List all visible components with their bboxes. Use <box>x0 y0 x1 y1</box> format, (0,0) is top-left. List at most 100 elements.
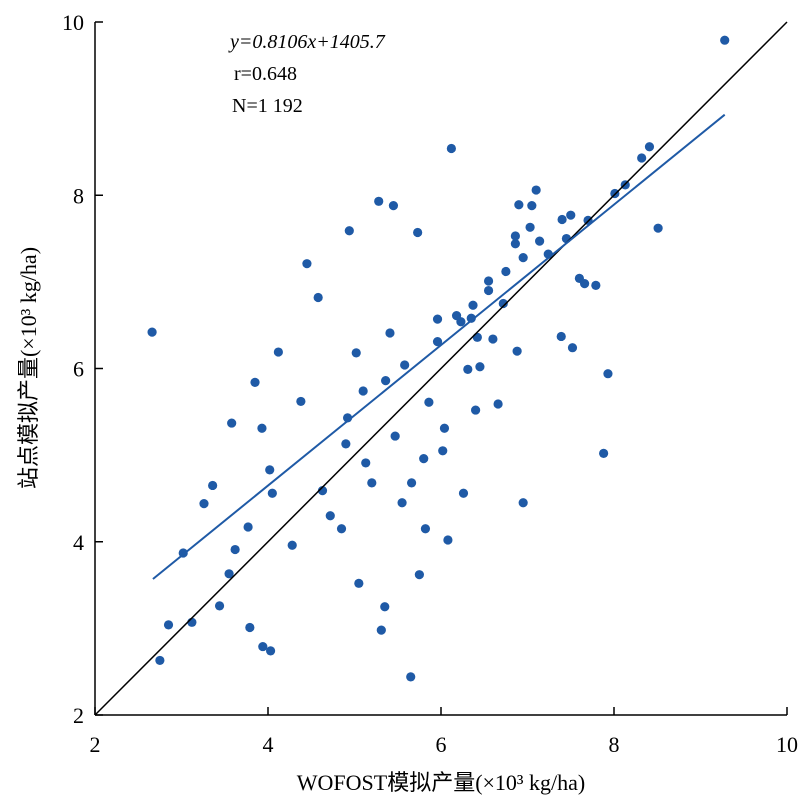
data-point <box>579 279 590 289</box>
data-point <box>406 478 417 488</box>
data-point <box>257 423 267 433</box>
data-point <box>557 214 567 225</box>
data-point <box>531 185 541 195</box>
data-point <box>424 397 434 407</box>
data-point <box>637 153 647 163</box>
data-point <box>380 602 390 612</box>
data-point <box>501 266 511 277</box>
annotation-n: N=1 192 <box>232 95 303 117</box>
data-point <box>325 511 335 521</box>
data-point <box>471 405 481 415</box>
data-point <box>243 522 253 532</box>
data-point <box>468 300 478 310</box>
data-point <box>518 498 528 508</box>
data-point <box>512 346 522 356</box>
data-point <box>187 617 197 627</box>
data-point <box>510 239 520 249</box>
y-tick-label: 10 <box>62 10 84 35</box>
annotation-equation: y=0.8106x+1405.7 <box>228 31 386 53</box>
data-point <box>458 488 469 498</box>
data-point <box>227 418 237 428</box>
data-point <box>267 488 277 498</box>
data-point <box>341 439 351 449</box>
data-point <box>354 578 364 588</box>
data-point <box>214 601 225 611</box>
data-point <box>388 201 399 211</box>
data-point <box>567 343 578 353</box>
data-point <box>475 362 485 372</box>
data-point <box>463 364 473 374</box>
y-tick-label: 2 <box>73 703 84 728</box>
data-point <box>603 369 613 379</box>
data-point <box>230 544 240 555</box>
data-point <box>439 423 450 433</box>
x-tick-label: 4 <box>263 732 274 757</box>
data-point <box>374 196 384 206</box>
data-point <box>163 620 174 630</box>
data-point <box>208 480 218 491</box>
data-point <box>361 458 371 468</box>
y-tick-label: 4 <box>73 530 84 555</box>
data-point <box>250 377 260 387</box>
data-point <box>443 535 453 545</box>
data-point <box>344 226 354 236</box>
data-point <box>296 396 306 407</box>
data-point <box>265 646 276 656</box>
data-point <box>518 253 528 263</box>
data-point <box>420 524 431 534</box>
annotation-r: r=0.648 <box>234 63 297 85</box>
data-point <box>367 478 377 488</box>
data-point <box>483 276 494 286</box>
data-point <box>265 465 275 475</box>
data-point <box>510 231 520 241</box>
data-point <box>446 143 456 154</box>
y-axis-title: 站点模拟产量(×10³ kg/ha) <box>16 247 41 489</box>
data-point <box>591 280 601 290</box>
data-point <box>358 386 368 396</box>
data-point <box>527 201 537 211</box>
data-point <box>147 327 157 337</box>
data-point <box>381 376 391 386</box>
data-point <box>466 313 476 323</box>
data-point <box>514 200 524 210</box>
data-point <box>336 524 347 534</box>
data-point <box>432 337 443 347</box>
data-points <box>147 35 730 682</box>
data-point <box>535 236 545 246</box>
data-point <box>273 347 283 357</box>
x-tick-label: 2 <box>90 732 101 757</box>
data-point <box>385 328 395 338</box>
data-point <box>432 314 443 324</box>
data-point <box>493 399 503 409</box>
data-point <box>451 311 462 321</box>
y-tick-label: 8 <box>73 183 84 208</box>
data-point <box>556 331 566 342</box>
data-point <box>413 227 423 238</box>
x-tick-label: 8 <box>609 732 620 757</box>
data-point <box>390 431 400 441</box>
regression-fit-line <box>152 113 726 580</box>
data-point <box>376 625 386 635</box>
data-point <box>472 332 482 342</box>
reference-line-1to1 <box>94 21 788 716</box>
y-tick-label: 6 <box>73 357 84 382</box>
data-point <box>720 35 730 45</box>
x-tick-label: 6 <box>436 732 447 757</box>
data-point <box>317 486 328 496</box>
data-point <box>438 446 448 456</box>
axis-ticks: 2 4 6 8 10 2 4 6 8 10 <box>62 10 798 757</box>
data-point <box>644 142 655 152</box>
data-point <box>287 540 297 550</box>
data-point <box>258 641 268 652</box>
data-point <box>406 672 416 682</box>
data-point <box>653 223 663 233</box>
data-point <box>313 292 323 303</box>
data-point <box>483 285 494 296</box>
data-point <box>245 622 255 633</box>
data-point <box>351 348 361 358</box>
data-point <box>498 298 508 309</box>
x-tick-label: 10 <box>776 732 798 757</box>
data-point <box>199 499 209 509</box>
data-point <box>155 655 165 666</box>
x-axis-title: WOFOST模拟产量(×10³ kg/ha) <box>297 770 585 795</box>
